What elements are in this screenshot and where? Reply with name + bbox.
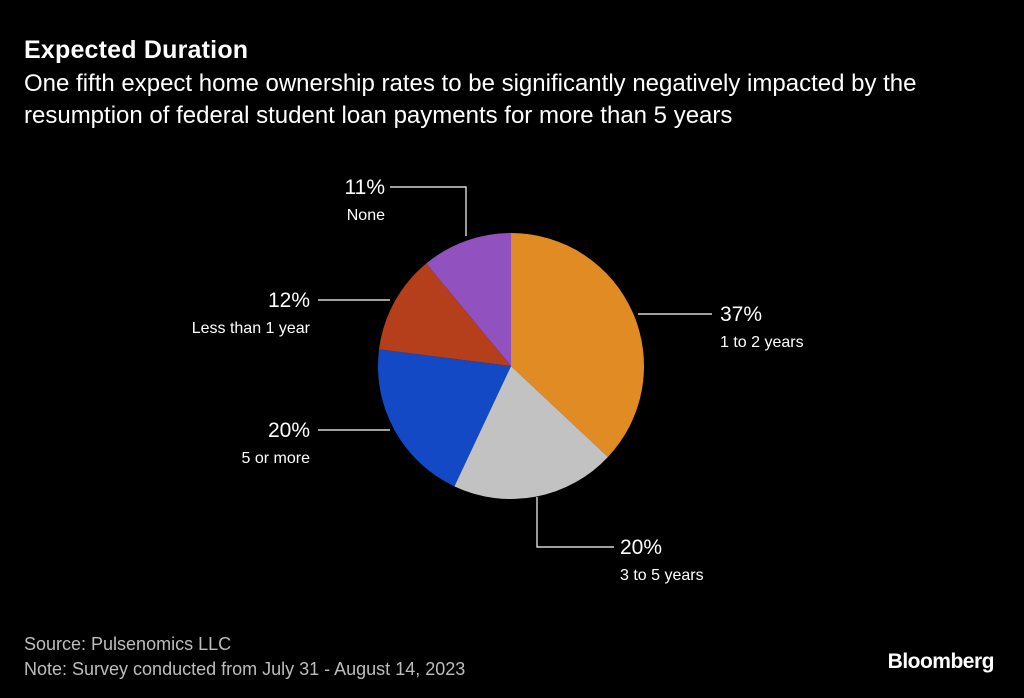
pie-slice bbox=[454, 366, 608, 499]
slice-value-label: 12% bbox=[268, 289, 310, 312]
slice-category-label: Less than 1 year bbox=[192, 320, 311, 337]
slice-value-label: 20% bbox=[620, 536, 662, 559]
slice-category-label: 3 to 5 years bbox=[620, 567, 704, 584]
slice-category-label: 5 or more bbox=[242, 450, 311, 467]
pie-slice bbox=[426, 233, 511, 366]
slice-value-label: 37% bbox=[720, 303, 762, 326]
slice-value-label: 11% bbox=[345, 176, 385, 199]
survey-note: Note: Survey conducted from July 31 - Au… bbox=[24, 659, 466, 679]
pie-slice bbox=[511, 233, 645, 458]
pie-slice bbox=[379, 263, 511, 366]
chart-subtitle: One fifth expect home ownership rates to… bbox=[24, 70, 917, 129]
leader-line bbox=[536, 497, 614, 548]
slice-category-label: 1 to 2 years bbox=[720, 334, 804, 351]
leader-line bbox=[390, 186, 467, 236]
source-note: Source: Pulsenomics LLC bbox=[24, 634, 232, 654]
chart-footer: Source: Pulsenomics LLC Note: Survey con… bbox=[24, 632, 465, 682]
bloomberg-logo: Bloomberg bbox=[887, 650, 995, 673]
slice-value-label: 20% bbox=[268, 419, 310, 442]
pie-slice bbox=[378, 349, 511, 487]
slice-category-label: None bbox=[347, 207, 385, 224]
chart-title: Expected Duration bbox=[24, 36, 249, 64]
